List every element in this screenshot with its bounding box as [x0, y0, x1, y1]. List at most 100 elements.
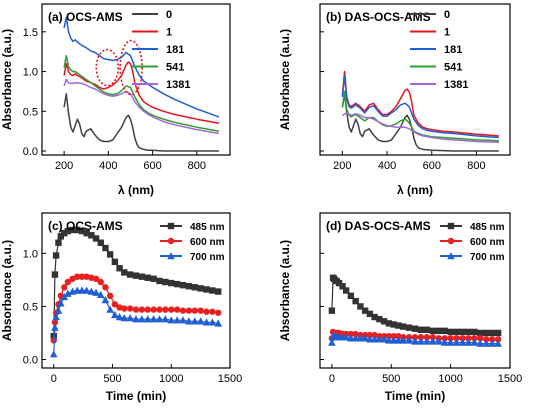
data-point: [371, 313, 378, 321]
legend-label: 1: [166, 27, 172, 39]
data-point: [446, 338, 455, 346]
legend-label: 485 nm: [190, 222, 225, 233]
data-point: [78, 273, 86, 280]
data-point: [64, 227, 72, 235]
x-tick-label: 800: [467, 160, 485, 172]
data-point: [417, 334, 425, 341]
x-axis-label: λ (nm): [397, 183, 433, 197]
data-point: [380, 318, 388, 325]
data-point: [429, 337, 437, 345]
data-point: [126, 314, 134, 322]
data-point: [389, 336, 398, 344]
data-point: [102, 244, 109, 252]
y-tick-label: 0.0: [23, 146, 38, 158]
data-point: [179, 281, 187, 289]
data-point: [417, 337, 425, 345]
data-point: [126, 305, 134, 312]
y-axis-label: Absorbance (a.u.): [0, 240, 14, 341]
data-point: [366, 335, 374, 343]
data-point: [82, 286, 91, 294]
panel-title: (d) DAS-OCS-AMS: [326, 219, 431, 233]
series-line-1381: [63, 78, 220, 135]
y-tick-label: 1.5: [23, 27, 38, 39]
plot-frame: [41, 3, 231, 156]
data-point: [132, 306, 140, 313]
data-point: [441, 335, 448, 342]
data-point: [328, 307, 336, 314]
x-tick-label: 600: [423, 160, 441, 172]
data-point: [423, 326, 431, 333]
data-point: [390, 332, 397, 340]
data-point: [185, 317, 193, 325]
data-point: [190, 317, 199, 325]
data-point: [87, 287, 96, 295]
data-point: [55, 239, 62, 246]
data-point: [453, 328, 460, 336]
series-line-0: [63, 93, 219, 152]
data-point: [111, 258, 119, 266]
data-point: [347, 292, 355, 300]
data-point: [494, 329, 502, 337]
data-point: [111, 301, 119, 308]
legend-label: 0: [444, 9, 450, 21]
data-point: [483, 329, 490, 337]
data-point: [342, 333, 350, 341]
data-point: [483, 336, 490, 343]
data-point: [185, 283, 193, 290]
x-tick-label: 500: [382, 373, 400, 385]
data-point: [126, 271, 134, 278]
data-point: [191, 284, 198, 291]
data-point: [215, 288, 222, 295]
data-point: [150, 275, 157, 283]
data-point: [97, 278, 104, 286]
data-point: [57, 299, 65, 307]
data-point: [78, 227, 86, 235]
data-layer: [328, 274, 502, 347]
data-point: [370, 335, 379, 343]
panel-4: 0 500 1000 1500 Time (min) Absorbance (a.u.) (…: [278, 212, 522, 403]
series-line-181: [63, 16, 220, 118]
legend-label: 700 nm: [190, 252, 225, 263]
data-point: [111, 310, 119, 319]
data-point: [435, 327, 442, 335]
data-point: [168, 306, 175, 313]
legend-marker: [447, 222, 455, 230]
legend-label: 0: [166, 9, 172, 21]
data-point: [88, 232, 95, 239]
data-point: [149, 315, 158, 323]
series-line-1: [63, 61, 220, 124]
data-point: [57, 233, 64, 240]
data-point: [92, 288, 100, 296]
series-line-1: [341, 70, 499, 137]
data-point: [138, 315, 146, 323]
data-point: [494, 336, 502, 343]
data-point: [399, 323, 407, 330]
data-point: [405, 324, 413, 331]
data-point: [185, 307, 193, 314]
legend-marker: [447, 252, 455, 260]
data-point: [115, 313, 124, 321]
data-point: [54, 306, 63, 314]
y-tick-label: 0.0: [23, 355, 38, 367]
data-point: [459, 328, 466, 336]
panel-2: 200 400 600 800 λ (nm) Absorbance (a.u.) (b) D…: [278, 3, 511, 197]
data-point: [385, 320, 393, 327]
legend-label: 700 nm: [470, 252, 505, 263]
x-tick-label: 0: [329, 373, 335, 385]
data-point: [339, 283, 346, 290]
series-line-0: [341, 93, 499, 152]
x-axis-label: Time (min): [385, 389, 445, 403]
series-line-541: [63, 54, 220, 132]
data-point: [390, 321, 397, 328]
data-point: [440, 338, 449, 346]
plot-frame: [41, 212, 231, 369]
legend-label: 1: [444, 27, 450, 39]
data-point: [423, 337, 431, 345]
legend-label: 485 nm: [470, 222, 505, 233]
y-axis-label: Absorbance (a.u.): [278, 29, 292, 130]
x-tick-label: 200: [333, 160, 351, 172]
data-point: [471, 328, 478, 336]
legend-label: 541: [166, 62, 184, 74]
data-point: [471, 335, 478, 342]
